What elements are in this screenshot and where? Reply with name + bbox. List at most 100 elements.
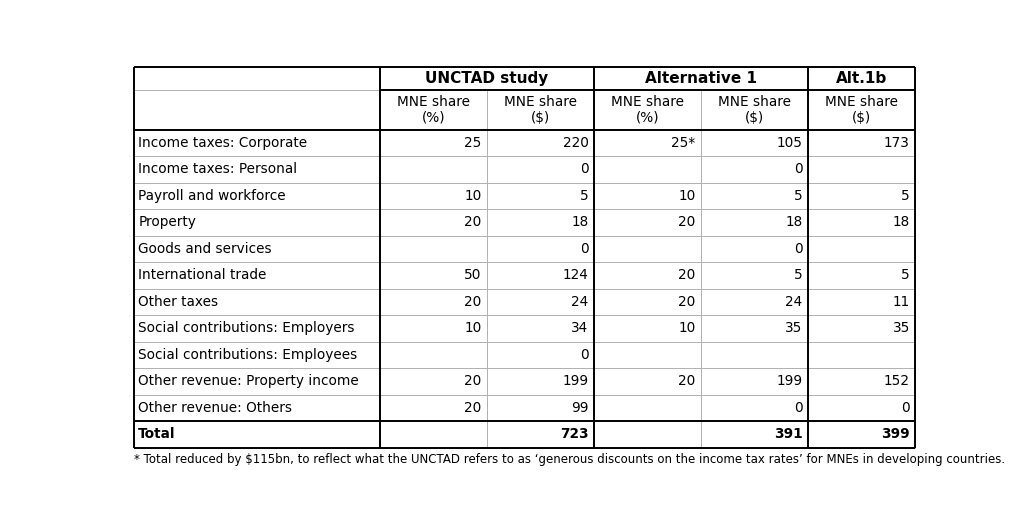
Text: International trade: International trade xyxy=(138,268,266,282)
Bar xyxy=(808,89,915,130)
Text: MNE share
($): MNE share ($) xyxy=(718,95,792,125)
Bar xyxy=(594,156,701,183)
Text: 35: 35 xyxy=(893,322,910,335)
Text: 20: 20 xyxy=(464,295,481,309)
Bar xyxy=(380,236,487,262)
Text: Other revenue: Property income: Other revenue: Property income xyxy=(138,375,359,388)
Bar xyxy=(134,130,380,156)
Bar xyxy=(594,130,701,156)
Bar xyxy=(594,289,701,315)
Bar xyxy=(594,368,701,395)
Text: 0: 0 xyxy=(580,162,589,177)
Bar xyxy=(701,289,808,315)
Bar xyxy=(808,421,915,448)
Bar xyxy=(701,89,808,130)
Bar xyxy=(808,183,915,209)
Text: Payroll and workforce: Payroll and workforce xyxy=(138,189,286,203)
Bar xyxy=(594,395,701,421)
Text: Other revenue: Others: Other revenue: Others xyxy=(138,401,292,415)
Bar xyxy=(701,395,808,421)
Bar xyxy=(594,183,701,209)
Text: 11: 11 xyxy=(893,295,910,309)
Bar xyxy=(134,395,380,421)
Text: 5: 5 xyxy=(794,268,803,282)
Bar xyxy=(487,315,594,342)
Text: MNE share
(%): MNE share (%) xyxy=(611,95,684,125)
Bar xyxy=(380,342,487,368)
Bar xyxy=(808,262,915,289)
Bar xyxy=(487,209,594,236)
Text: Alternative 1: Alternative 1 xyxy=(645,70,757,86)
Text: 391: 391 xyxy=(774,427,803,442)
Text: Social contributions: Employers: Social contributions: Employers xyxy=(138,322,354,335)
Bar xyxy=(134,421,380,448)
Bar xyxy=(808,130,915,156)
Bar xyxy=(701,183,808,209)
Bar xyxy=(487,289,594,315)
Text: 25: 25 xyxy=(464,136,481,150)
Bar xyxy=(487,183,594,209)
Bar xyxy=(808,67,915,89)
Bar xyxy=(701,156,808,183)
Bar xyxy=(134,262,380,289)
Text: Total: Total xyxy=(138,427,176,442)
Text: 0: 0 xyxy=(794,401,803,415)
Bar xyxy=(380,289,487,315)
Bar xyxy=(380,315,487,342)
Text: 18: 18 xyxy=(785,215,803,230)
Bar xyxy=(380,421,487,448)
Text: 0: 0 xyxy=(580,242,589,256)
Text: 20: 20 xyxy=(678,295,695,309)
Bar xyxy=(134,67,380,89)
Text: 18: 18 xyxy=(893,215,910,230)
Bar xyxy=(487,236,594,262)
Bar xyxy=(380,262,487,289)
Bar xyxy=(380,395,487,421)
Bar xyxy=(134,156,380,183)
Text: 10: 10 xyxy=(678,322,695,335)
Bar xyxy=(701,130,808,156)
Bar xyxy=(808,315,915,342)
Bar xyxy=(380,130,487,156)
Bar xyxy=(808,236,915,262)
Bar xyxy=(808,289,915,315)
Bar xyxy=(594,315,701,342)
Bar xyxy=(701,315,808,342)
Bar xyxy=(134,368,380,395)
Text: 20: 20 xyxy=(678,375,695,388)
Text: 10: 10 xyxy=(464,322,481,335)
Text: 173: 173 xyxy=(884,136,910,150)
Text: MNE share
($): MNE share ($) xyxy=(825,95,898,125)
Bar xyxy=(134,342,380,368)
Bar xyxy=(134,183,380,209)
Bar xyxy=(134,209,380,236)
Bar xyxy=(487,368,594,395)
Text: 20: 20 xyxy=(464,401,481,415)
Text: 18: 18 xyxy=(571,215,589,230)
Text: 35: 35 xyxy=(785,322,803,335)
Text: Other taxes: Other taxes xyxy=(138,295,218,309)
Bar xyxy=(134,89,380,130)
Bar xyxy=(487,342,594,368)
Bar xyxy=(808,368,915,395)
Text: Property: Property xyxy=(138,215,196,230)
Bar xyxy=(594,89,701,130)
Bar xyxy=(380,209,487,236)
Bar xyxy=(701,342,808,368)
Text: 25*: 25* xyxy=(672,136,695,150)
Text: 10: 10 xyxy=(678,189,695,203)
Bar xyxy=(808,156,915,183)
Text: 5: 5 xyxy=(901,189,910,203)
Text: 105: 105 xyxy=(777,136,803,150)
Bar xyxy=(594,67,808,89)
Bar xyxy=(134,289,380,315)
Text: 34: 34 xyxy=(571,322,589,335)
Text: 0: 0 xyxy=(580,348,589,362)
Text: 20: 20 xyxy=(464,375,481,388)
Text: Income taxes: Corporate: Income taxes: Corporate xyxy=(138,136,307,150)
Text: 99: 99 xyxy=(571,401,589,415)
Bar xyxy=(134,236,380,262)
Text: 50: 50 xyxy=(464,268,481,282)
Text: Income taxes: Personal: Income taxes: Personal xyxy=(138,162,297,177)
Text: * Total reduced by $115bn, to reflect what the UNCTAD refers to as ‘generous dis: * Total reduced by $115bn, to reflect wh… xyxy=(134,453,1006,466)
